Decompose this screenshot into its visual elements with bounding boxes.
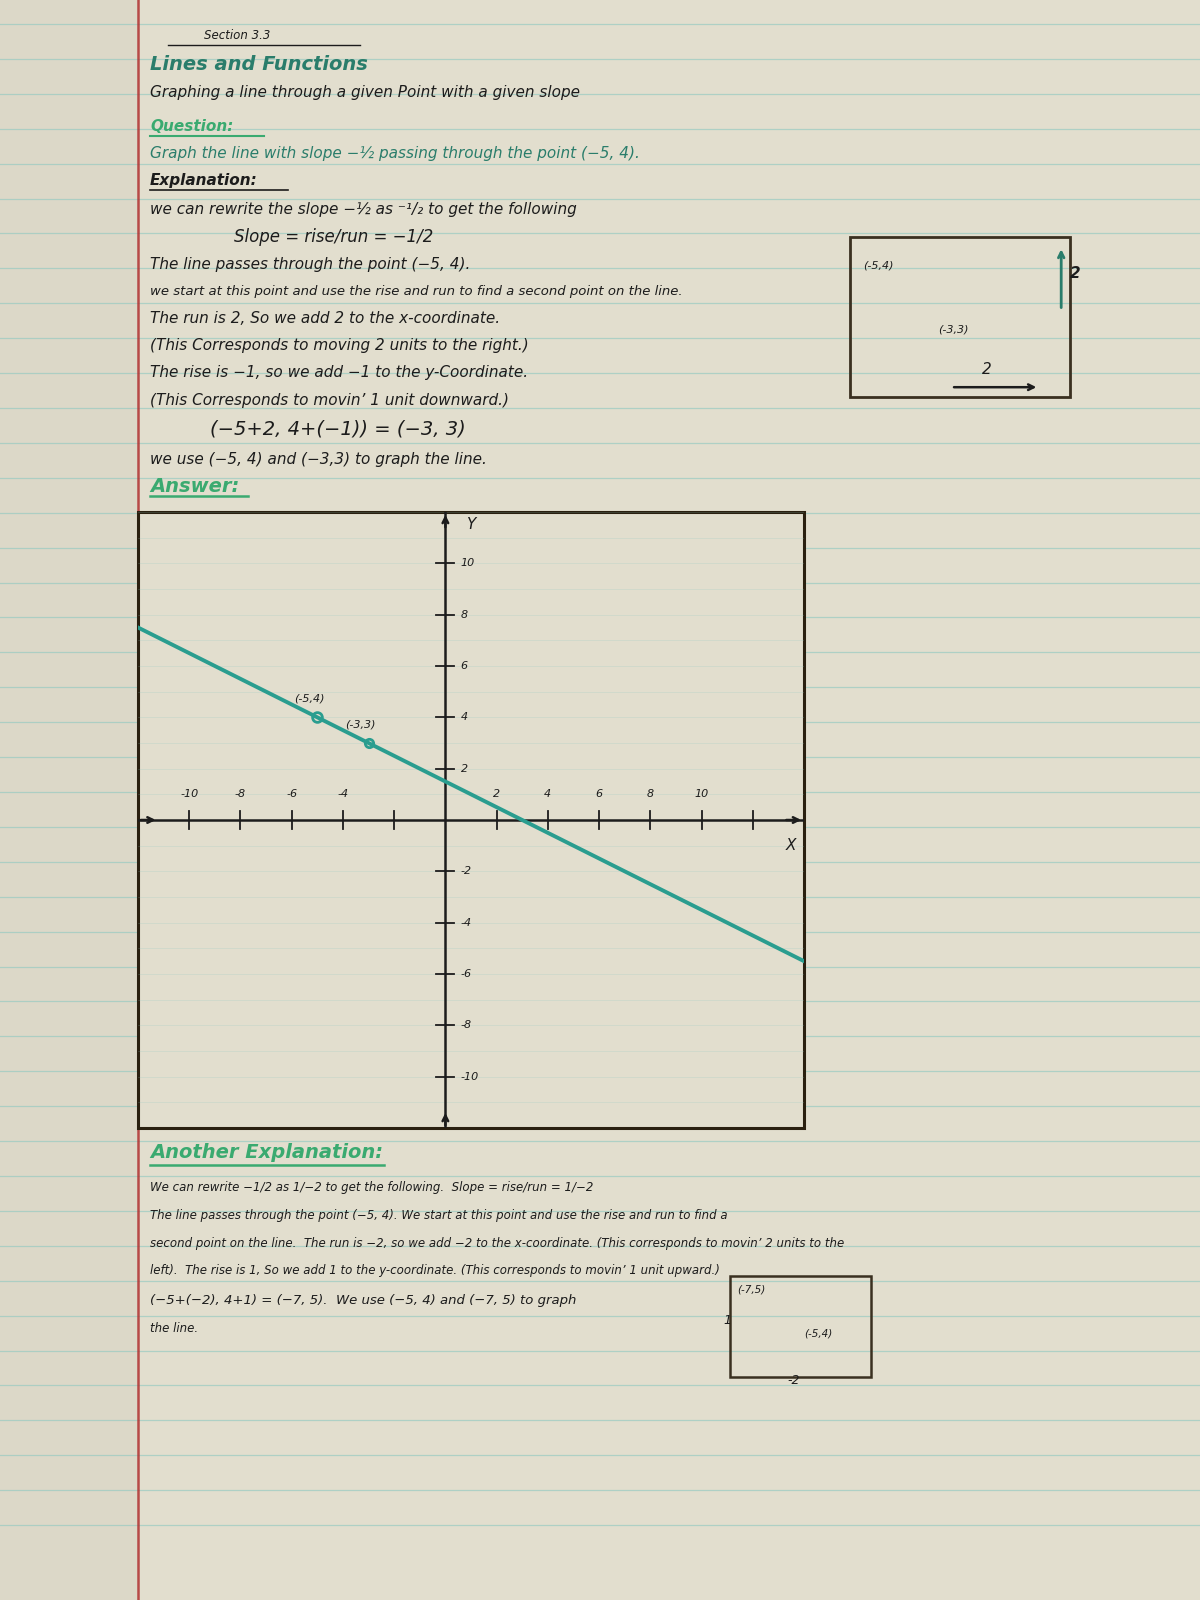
Text: -4: -4 xyxy=(337,789,348,800)
Text: (This Corresponds to moving 2 units to the right.): (This Corresponds to moving 2 units to t… xyxy=(150,338,529,354)
Bar xyxy=(138,512,804,1128)
Bar xyxy=(730,1275,871,1376)
Text: 2: 2 xyxy=(1070,266,1081,282)
Text: We can rewrite −1/2 as 1/−2 to get the following.  Slope = rise/run = 1/−2: We can rewrite −1/2 as 1/−2 to get the f… xyxy=(150,1181,593,1194)
Text: 10: 10 xyxy=(461,558,475,568)
Text: -8: -8 xyxy=(235,789,246,800)
Text: 2: 2 xyxy=(493,789,500,800)
Text: Question:: Question: xyxy=(150,118,233,134)
Text: we use (−5, 4) and (−3,3) to graph the line.: we use (−5, 4) and (−3,3) to graph the l… xyxy=(150,451,487,467)
Text: 8: 8 xyxy=(647,789,654,800)
Text: Slope = rise/run = −1/2: Slope = rise/run = −1/2 xyxy=(234,227,433,246)
Text: (-5,4): (-5,4) xyxy=(294,694,325,704)
Text: 4: 4 xyxy=(545,789,552,800)
Text: (This Corresponds to movin’ 1 unit downward.): (This Corresponds to movin’ 1 unit downw… xyxy=(150,392,509,408)
Text: Answer:: Answer: xyxy=(150,477,239,496)
Text: -4: -4 xyxy=(461,918,472,928)
Text: (-5,4): (-5,4) xyxy=(863,261,894,270)
Text: -10: -10 xyxy=(461,1072,479,1082)
Text: 2: 2 xyxy=(982,362,991,378)
Bar xyxy=(0,0,138,1600)
Text: Y: Y xyxy=(466,517,475,533)
Text: second point on the line.  The run is −2, so we add −2 to the x-coordinate. (Thi: second point on the line. The run is −2,… xyxy=(150,1237,845,1250)
Text: Explanation:: Explanation: xyxy=(150,173,258,189)
Text: The line passes through the point (−5, 4). We start at this point and use the ri: The line passes through the point (−5, 4… xyxy=(150,1210,727,1222)
Text: 8: 8 xyxy=(461,610,468,619)
Text: -6: -6 xyxy=(286,789,298,800)
Text: the line.: the line. xyxy=(150,1322,198,1334)
Text: 6: 6 xyxy=(595,789,602,800)
Text: -2: -2 xyxy=(461,866,472,877)
Bar xyxy=(850,237,1070,397)
Text: Another Explanation:: Another Explanation: xyxy=(150,1142,383,1162)
Text: Graph the line with slope −½ passing through the point (−5, 4).: Graph the line with slope −½ passing thr… xyxy=(150,146,640,162)
Text: Graphing a line through a given Point with a given slope: Graphing a line through a given Point wi… xyxy=(150,85,580,101)
Text: (−5+(−2), 4+1) = (−7, 5).  We use (−5, 4) and (−7, 5) to graph: (−5+(−2), 4+1) = (−7, 5). We use (−5, 4)… xyxy=(150,1294,576,1307)
Text: 10: 10 xyxy=(695,789,709,800)
Text: (-3,3): (-3,3) xyxy=(938,325,968,334)
Text: -10: -10 xyxy=(180,789,198,800)
Text: -6: -6 xyxy=(461,970,472,979)
Text: 4: 4 xyxy=(461,712,468,722)
Text: we start at this point and use the rise and run to find a second point on the li: we start at this point and use the rise … xyxy=(150,285,683,298)
Text: (−5+2, 4+(−1)) = (−3, 3): (−5+2, 4+(−1)) = (−3, 3) xyxy=(210,419,466,438)
Text: -2: -2 xyxy=(787,1374,799,1387)
Text: The line passes through the point (−5, 4).: The line passes through the point (−5, 4… xyxy=(150,256,470,272)
Text: (-5,4): (-5,4) xyxy=(804,1328,833,1338)
Text: left).  The rise is 1, So we add 1 to the y-coordinate. (This corresponds to mov: left). The rise is 1, So we add 1 to the… xyxy=(150,1264,720,1277)
Text: The rise is −1, so we add −1 to the y-Coordinate.: The rise is −1, so we add −1 to the y-Co… xyxy=(150,365,528,381)
Text: X: X xyxy=(786,838,797,853)
Text: 6: 6 xyxy=(461,661,468,670)
Text: Section 3.3: Section 3.3 xyxy=(204,29,270,42)
Text: 2: 2 xyxy=(461,763,468,774)
Text: 1: 1 xyxy=(724,1314,731,1326)
Text: (-7,5): (-7,5) xyxy=(737,1285,766,1294)
Text: The run is 2, So we add 2 to the x-coordinate.: The run is 2, So we add 2 to the x-coord… xyxy=(150,310,500,326)
Text: Lines and Functions: Lines and Functions xyxy=(150,54,368,74)
Text: we can rewrite the slope −½ as ⁻¹/₂ to get the following: we can rewrite the slope −½ as ⁻¹/₂ to g… xyxy=(150,202,577,218)
Text: (-3,3): (-3,3) xyxy=(346,720,376,730)
Text: -8: -8 xyxy=(461,1021,472,1030)
